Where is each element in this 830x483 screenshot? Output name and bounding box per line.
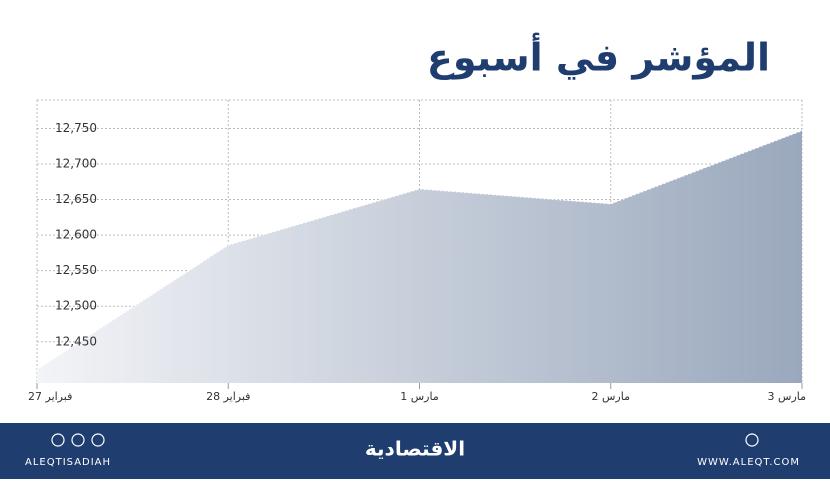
chart-title: المؤشر في أسبوع [427, 33, 770, 80]
x-tick-label: 3 مارس [768, 390, 807, 403]
x-tick-label: 28 فبراير [206, 390, 250, 403]
area [37, 130, 802, 383]
line [36, 130, 803, 370]
y-tick-label: 12,700 [55, 156, 97, 170]
x-tick-label: 2 مارس [592, 390, 631, 403]
y-tick-label: 12,450 [55, 334, 97, 348]
footer-band [0, 423, 830, 479]
y-tick-label: 12,500 [55, 299, 97, 313]
x-tick-label: 1 مارس [400, 390, 439, 403]
x-tick-label: 27 فبراير [28, 390, 72, 403]
y-tick-label: 12,750 [55, 121, 97, 135]
y-tick-label: 12,650 [55, 192, 97, 206]
footer-website: WWW.ALEQT.COM [697, 457, 800, 468]
y-tick-label: 12,550 [55, 263, 97, 277]
footer-handle: ALEQTISADIAH [25, 457, 111, 468]
social-icons [51, 433, 759, 447]
footer-brand: الاقتصادية [365, 437, 465, 461]
y-tick-label: 12,600 [55, 228, 97, 242]
